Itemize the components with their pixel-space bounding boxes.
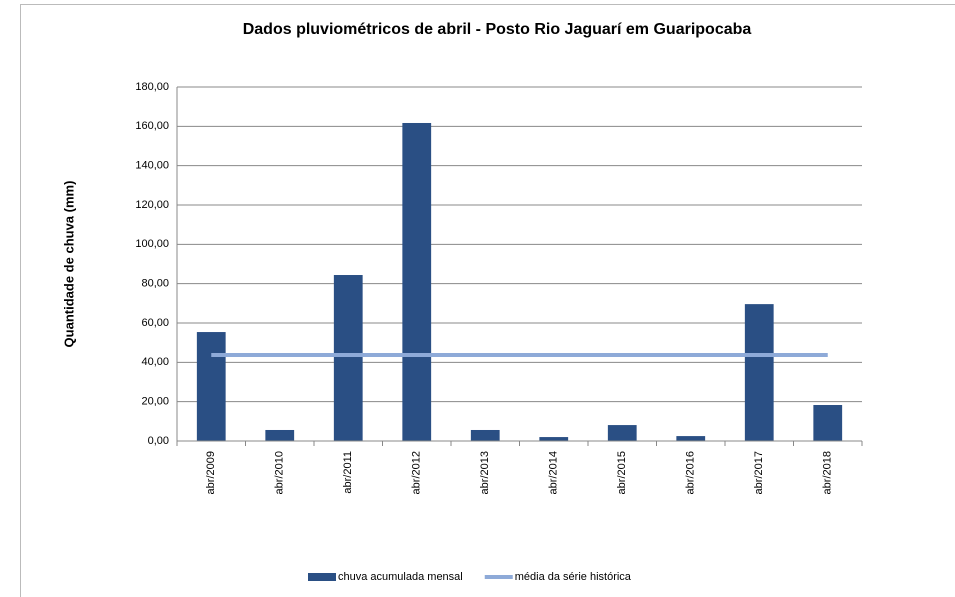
x-tick-label: abr/2015 [616, 451, 628, 494]
y-tick-label: 100,00 [135, 238, 169, 250]
bar [265, 429, 295, 441]
y-tick-label: 40,00 [141, 356, 169, 368]
legend-label: chuva acumulada mensal [338, 571, 463, 583]
chart-title: Dados pluviométricos de abril - Posto Ri… [243, 21, 752, 38]
y-tick-label: 80,00 [141, 278, 169, 290]
legend-label: média da série histórica [515, 571, 632, 583]
bar [676, 436, 706, 441]
bar [470, 429, 500, 441]
y-tick-label: 140,00 [135, 160, 169, 172]
y-tick-label: 180,00 [135, 81, 169, 93]
y-tick-label: 60,00 [141, 317, 169, 329]
x-tick-label: abr/2013 [479, 451, 491, 494]
x-tick-label: abr/2009 [205, 451, 217, 494]
bar [196, 332, 226, 441]
y-axis-label: Quantidade de chuva (mm) [61, 181, 76, 348]
x-tick-label: abr/2018 [822, 451, 834, 494]
x-tick-label: abr/2011 [342, 451, 354, 494]
bar [744, 304, 774, 441]
bar [607, 425, 637, 441]
bar [333, 275, 363, 441]
x-tick-label: abr/2017 [753, 451, 765, 494]
x-tick-label: abr/2010 [274, 451, 286, 494]
x-tick-label: abr/2016 [685, 451, 697, 494]
y-tick-label: 20,00 [141, 396, 169, 408]
x-tick-label: abr/2014 [548, 451, 560, 494]
chart-frame [20, 4, 955, 597]
y-tick-label: 160,00 [135, 120, 169, 132]
bar [402, 122, 432, 442]
legend-swatch [308, 573, 336, 581]
bar [813, 405, 843, 441]
y-tick-label: 0,00 [148, 435, 169, 447]
bar [539, 437, 569, 441]
y-tick-label: 120,00 [135, 199, 169, 211]
x-tick-label: abr/2012 [411, 451, 423, 494]
